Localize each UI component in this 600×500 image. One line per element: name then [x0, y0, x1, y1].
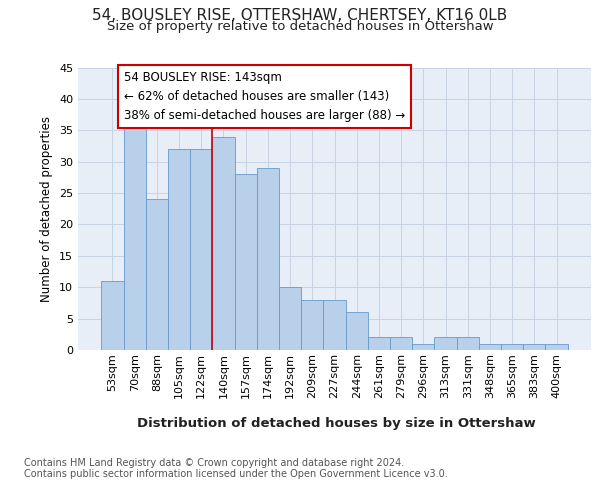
- Bar: [168, 149, 190, 350]
- Text: 54 BOUSLEY RISE: 143sqm
← 62% of detached houses are smaller (143)
38% of semi-d: 54 BOUSLEY RISE: 143sqm ← 62% of detache…: [124, 70, 405, 122]
- Bar: [212, 136, 235, 350]
- Text: Contains HM Land Registry data © Crown copyright and database right 2024.: Contains HM Land Registry data © Crown c…: [24, 458, 404, 468]
- Bar: [523, 344, 545, 350]
- Bar: [190, 149, 212, 350]
- Bar: [457, 338, 479, 350]
- Y-axis label: Number of detached properties: Number of detached properties: [40, 116, 53, 302]
- Bar: [279, 287, 301, 350]
- Bar: [235, 174, 257, 350]
- Bar: [257, 168, 279, 350]
- Bar: [501, 344, 523, 350]
- Bar: [368, 338, 390, 350]
- Bar: [146, 200, 168, 350]
- Bar: [434, 338, 457, 350]
- Bar: [346, 312, 368, 350]
- Bar: [301, 300, 323, 350]
- Text: 54, BOUSLEY RISE, OTTERSHAW, CHERTSEY, KT16 0LB: 54, BOUSLEY RISE, OTTERSHAW, CHERTSEY, K…: [92, 8, 508, 22]
- Bar: [390, 338, 412, 350]
- Bar: [124, 118, 146, 350]
- Bar: [479, 344, 501, 350]
- Bar: [412, 344, 434, 350]
- Text: Distribution of detached houses by size in Ottershaw: Distribution of detached houses by size …: [137, 418, 535, 430]
- Bar: [101, 281, 124, 350]
- Bar: [323, 300, 346, 350]
- Bar: [545, 344, 568, 350]
- Text: Contains public sector information licensed under the Open Government Licence v3: Contains public sector information licen…: [24, 469, 448, 479]
- Text: Size of property relative to detached houses in Ottershaw: Size of property relative to detached ho…: [107, 20, 493, 33]
